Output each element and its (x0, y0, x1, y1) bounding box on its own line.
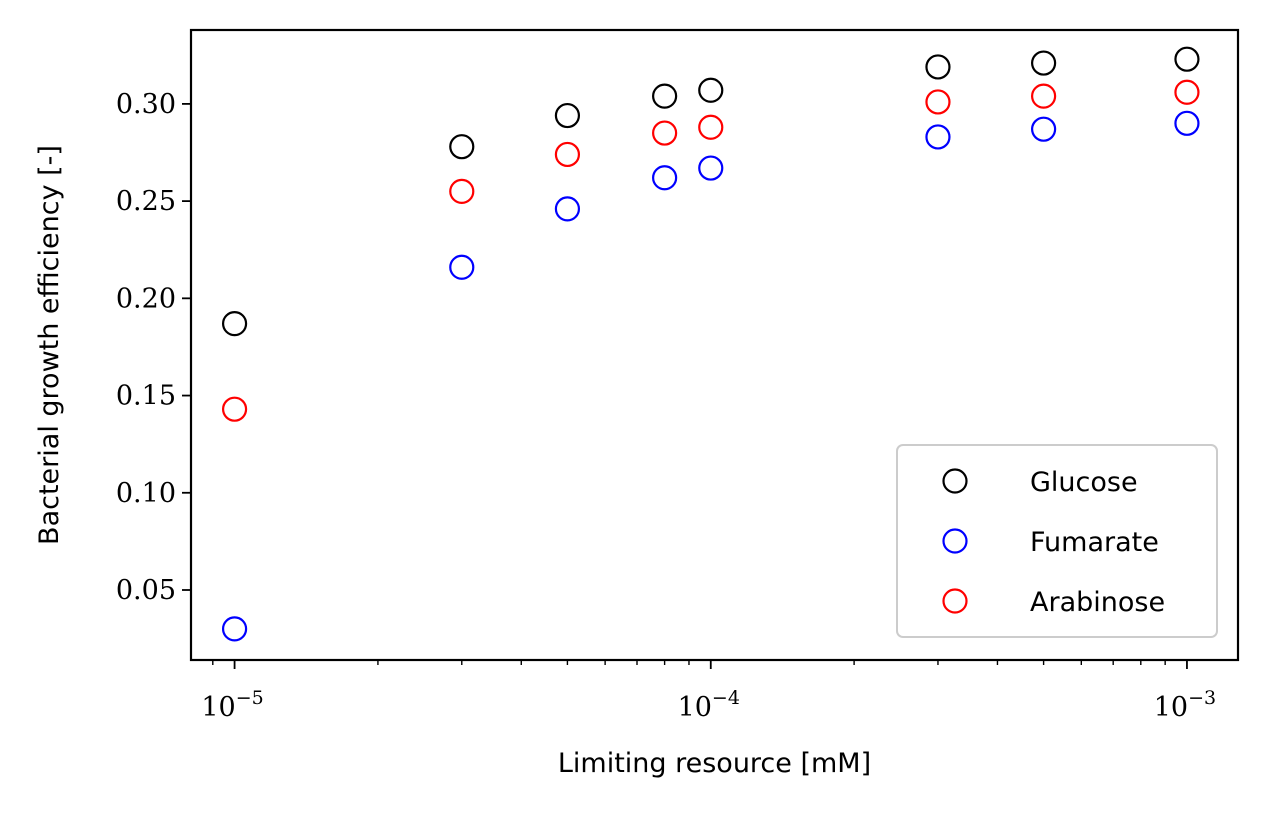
x-tick-label: 10−4 (678, 687, 740, 723)
y-tick-label: 0.05 (116, 575, 176, 606)
data-point-arabinose (698, 114, 724, 140)
legend-marker-fumarate (942, 528, 968, 554)
legend-marker-arabinose (942, 588, 968, 614)
legend-label-fumarate: Fumarate (1030, 527, 1159, 558)
data-points (221, 46, 1200, 642)
data-point-fumarate (652, 165, 678, 191)
data-point-fumarate (1031, 116, 1057, 142)
y-tick-label: 0.20 (116, 283, 176, 314)
data-point-glucose (925, 54, 951, 80)
data-point-arabinose (554, 141, 581, 168)
x-tick-label: 10−3 (1154, 687, 1216, 723)
y-tick-label: 0.25 (116, 186, 176, 217)
data-point-glucose (1174, 46, 1200, 72)
data-point-arabinose (1174, 79, 1200, 105)
data-point-glucose (449, 134, 475, 160)
y-tick-label: 0.10 (116, 478, 176, 509)
data-point-arabinose (925, 89, 951, 115)
y-tick-label: 0.30 (116, 89, 176, 120)
data-point-glucose (554, 102, 581, 129)
data-point-fumarate (1174, 110, 1200, 136)
data-point-arabinose (449, 178, 475, 204)
data-point-fumarate (698, 155, 724, 181)
x-axis-ticks: 10−5 10−4 10−3 (201, 660, 1216, 723)
y-axis-ticks: 0.05 0.10 0.15 0.20 0.25 0.30 (116, 89, 191, 606)
x-axis-label: Limiting resource [mM] (558, 748, 871, 779)
data-point-arabinose (1031, 83, 1057, 109)
legend-label-glucose: Glucose (1030, 467, 1138, 498)
data-point-glucose (221, 311, 248, 337)
data-point-arabinose (221, 396, 248, 422)
legend-marker-glucose (942, 468, 968, 494)
data-point-fumarate (554, 196, 581, 222)
plot-area-frame (189, 28, 1240, 662)
x-tick-label: 10−5 (201, 687, 263, 723)
data-point-glucose (698, 77, 724, 103)
legend: Glucose Fumarate Arabinose (896, 444, 1218, 638)
data-point-fumarate (221, 616, 248, 642)
y-axis-label: Bacterial growth efficiency [-] (34, 145, 65, 545)
data-point-glucose (652, 83, 678, 109)
data-point-glucose (1031, 50, 1057, 76)
legend-label-arabinose: Arabinose (1030, 587, 1165, 618)
y-tick-label: 0.15 (116, 381, 176, 412)
data-point-arabinose (652, 120, 678, 146)
legend-frame (896, 444, 1218, 638)
data-point-fumarate (925, 124, 951, 150)
data-point-fumarate (449, 254, 475, 280)
